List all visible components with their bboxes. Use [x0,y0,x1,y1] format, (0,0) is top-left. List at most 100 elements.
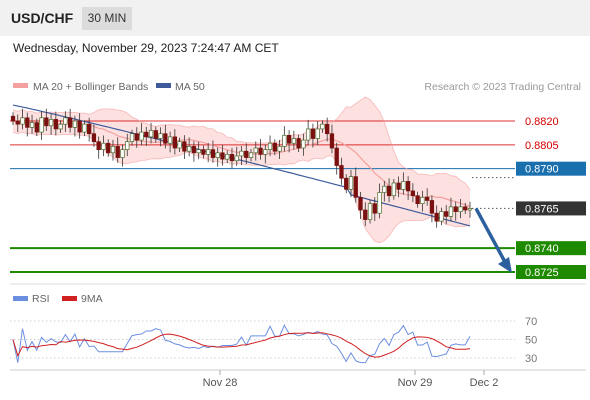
candle-up [301,139,306,149]
x-tick-label: Nov 29 [398,377,433,389]
x-tick-label: Nov 28 [203,377,238,389]
candle-down [329,133,335,149]
candle-down [410,190,416,197]
candle-up [158,133,163,139]
candle-up [186,146,192,152]
candle-up [458,206,463,212]
candle-down [201,149,206,155]
candle-down [334,147,339,166]
rsi-grid: 30 50 70 [10,316,537,365]
bollinger-legend-swatch [13,83,28,88]
rsi-ma-legend-swatch [62,296,77,301]
candle-down [244,150,249,158]
candle-up [448,206,454,217]
candle-down [67,117,73,128]
candle-up [267,142,273,150]
forecast-arrow-head [498,257,512,273]
candle-up [263,149,268,155]
candle-down [44,117,49,127]
rsi-ma-line [12,332,471,358]
candle-up [420,196,425,205]
candle-down [53,119,58,130]
level-tag-pivot [516,161,586,176]
rsi-tick-label: 70 [525,316,537,328]
candle-down [296,138,301,149]
candle-down [115,146,120,158]
level-tag-support [516,241,586,256]
symbol-title: USD/CHF [11,10,74,26]
candle-down [15,120,20,125]
candle-down [286,134,292,144]
rsi-ma-legend-label: 9MA [81,293,103,305]
candle-up [63,117,68,125]
level-labels: 0.8820 0.8805 0.8790 0.8765 0.8740 0.8725 [516,116,586,279]
candle-down [372,203,377,214]
candle-up [196,149,201,154]
candle-up [82,123,87,133]
candle-up [120,149,125,158]
candle-down [153,130,158,139]
candle-down [429,200,435,214]
level-tag-support [516,265,586,279]
candle-down [163,133,168,144]
candle-down [10,115,16,122]
candle-down [396,182,401,190]
candle-down [444,211,449,217]
level-label-support: 0.8725 [525,267,559,279]
candle-down [182,141,187,152]
candle-down [272,142,277,152]
bollinger-band [13,97,470,243]
ma50-legend-label: MA 50 [175,81,205,93]
candle-up [167,136,173,144]
header-bar: USD/CHF 30 MIN [0,0,590,36]
candle-down [191,146,197,154]
rsi-lines [12,324,471,364]
rsi-line [12,324,471,364]
candle-down [415,195,420,205]
level-tag-current [516,201,586,216]
candle-down [358,196,363,211]
candle-up [377,192,382,214]
bollinger-band-fill [13,97,470,243]
candle-down [172,136,178,149]
candle-down [434,212,439,222]
candle-down [144,131,149,138]
candle-down [463,206,468,211]
candle-down [353,176,358,198]
x-ticks: Nov 28 Nov 29 Dec 2 [203,370,499,389]
candle-up [248,152,254,158]
candle-up [58,123,63,130]
candle-up [315,128,320,139]
rsi-tick-label: 50 [525,335,537,347]
candle-up [320,123,325,130]
credit-text: Research © 2023 Trading Central [424,81,581,93]
forecast-arrow [474,207,512,273]
x-tick-label: Dec 2 [470,377,499,389]
candle-up [382,185,387,193]
candle-up [225,154,230,160]
rsi-legend-swatch [13,296,28,301]
candle-up [139,131,144,141]
rsi-legend-label: RSI [32,293,50,305]
candle-up [305,128,311,141]
candle-down [96,141,101,150]
candle-up [348,176,354,190]
ma50-legend-swatch [156,83,171,88]
candle-up [148,130,154,138]
level-label-resistance: 0.8805 [525,140,559,152]
candle-down [258,147,263,155]
timeframe-button[interactable]: 30 MIN [82,7,132,30]
rsi-tick-label: 30 [525,353,537,365]
candle-down [339,165,344,179]
candle-down [405,181,411,192]
candle-down [386,185,392,197]
candle-down [363,209,368,220]
candle-up [177,141,182,149]
candle-down [106,142,111,154]
candle-down [91,133,97,143]
candle-up [29,122,35,128]
candle-down [87,123,92,135]
candle-up [277,146,282,152]
candle-down [25,117,30,128]
chart-datetime: Wednesday, November 29, 2023 7:24:47 AM … [13,41,279,55]
